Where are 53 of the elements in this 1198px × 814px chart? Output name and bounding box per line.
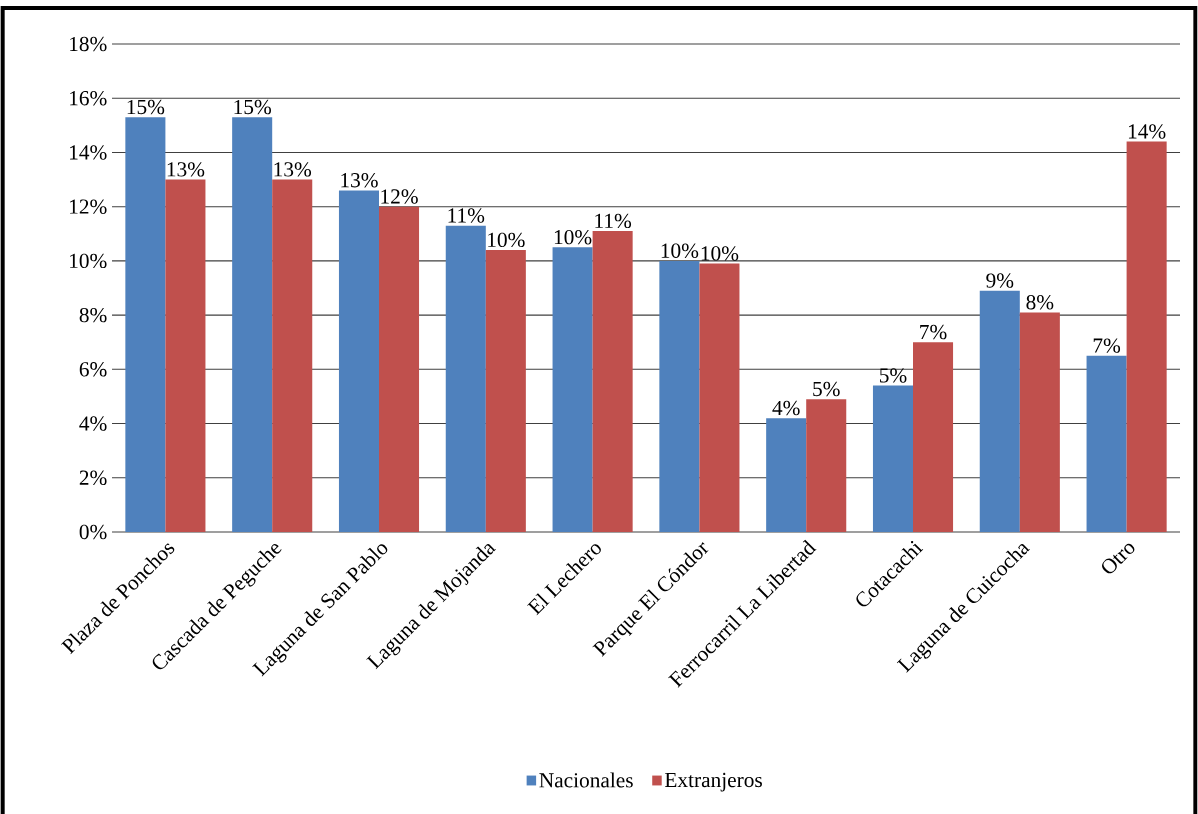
- data-label: 12%: [381, 189, 418, 204]
- data-label: 13%: [341, 173, 378, 188]
- bar: [445, 225, 486, 532]
- data-label: 10%: [661, 243, 699, 258]
- bar: [806, 399, 847, 532]
- bar: [232, 117, 273, 532]
- y-tick-label: 18%: [70, 36, 107, 52]
- data-label: 10%: [554, 229, 592, 245]
- y-tick-label: 2%: [79, 470, 107, 485]
- bar: [913, 342, 954, 532]
- data-label: 13%: [274, 162, 312, 177]
- data-label: 15%: [127, 99, 165, 115]
- bar: [699, 263, 740, 532]
- data-label: 10%: [701, 246, 739, 261]
- data-label: 10%: [488, 232, 525, 248]
- bar: [979, 290, 1020, 532]
- data-label: 7%: [1093, 338, 1121, 353]
- data-label: 7%: [920, 324, 947, 340]
- y-tick-label: 10%: [70, 253, 107, 269]
- y-tick-label: 16%: [70, 90, 107, 106]
- legend-label: Extranjeros: [664, 772, 762, 792]
- y-tick-label: 8%: [79, 307, 107, 323]
- bar: [338, 190, 379, 532]
- bar: [272, 179, 313, 532]
- bar: [125, 117, 166, 532]
- bar: [1019, 312, 1060, 532]
- data-label: 9%: [986, 273, 1014, 288]
- y-tick-label: 4%: [79, 416, 107, 431]
- y-tick-label: 14%: [70, 145, 107, 160]
- bar: [379, 206, 420, 532]
- data-label: 8%: [1026, 295, 1054, 310]
- bar: [1086, 355, 1127, 532]
- bar: [592, 231, 633, 532]
- data-label: 11%: [448, 208, 485, 223]
- bar: [552, 247, 593, 532]
- data-label: 13%: [167, 162, 205, 177]
- bar: [659, 260, 700, 532]
- data-label: 5%: [880, 368, 907, 383]
- data-label: 11%: [595, 213, 632, 229]
- y-tick-label: 12%: [70, 199, 107, 214]
- bar: [165, 179, 206, 532]
- y-tick-label: 6%: [79, 362, 107, 377]
- y-tick-label: 0%: [79, 524, 107, 540]
- bar: [485, 250, 526, 532]
- data-label: 5%: [813, 381, 840, 397]
- legend-label: Nacionales: [539, 772, 633, 788]
- bar: [1126, 141, 1167, 532]
- x-tick-label: Otro: [1102, 543, 1135, 574]
- data-label: 15%: [234, 99, 271, 115]
- bar: [872, 385, 914, 532]
- data-label: 4%: [772, 400, 800, 416]
- data-label: 14%: [1128, 124, 1166, 139]
- bar: [766, 418, 807, 532]
